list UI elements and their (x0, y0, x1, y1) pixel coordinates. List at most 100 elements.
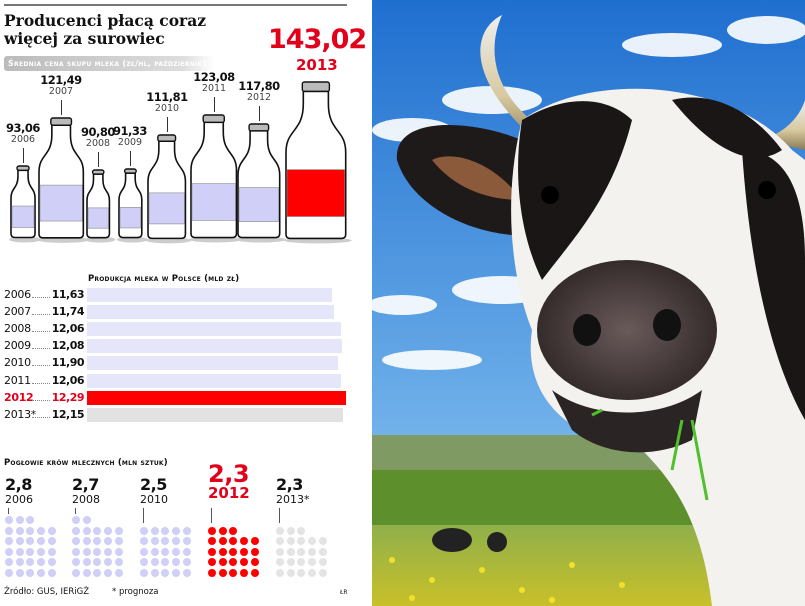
cows-group-2010: 2,5 2010 (140, 476, 168, 506)
cow-dot (93, 569, 102, 577)
cow-dot (72, 547, 80, 556)
cow-dot (229, 526, 238, 535)
cows-group-2006: 2,8 2006 (5, 476, 33, 506)
production-row: 2012 12,29 (4, 390, 364, 406)
cow-dot (82, 569, 91, 577)
cow-dot (318, 569, 327, 577)
cow-dot (47, 569, 56, 577)
cows-year: 2012 (208, 484, 250, 502)
arrow-line (214, 97, 215, 113)
cow-dot (229, 558, 238, 567)
cow-dot (72, 526, 80, 535)
bottle-value-label: 121,49 2007 (31, 74, 91, 98)
production-year: 2007 (4, 305, 31, 319)
cow-dot (218, 537, 227, 546)
cows-year: 2006 (5, 493, 33, 506)
cow-dot (250, 558, 259, 567)
production-value: 12,29 (49, 390, 85, 404)
cow-dot (5, 547, 13, 556)
cow-dot (37, 569, 46, 577)
cow-dot (26, 547, 35, 556)
cow-dot (104, 569, 113, 577)
highlight-year: 2013 (296, 56, 338, 74)
production-row: 2011 12,06 (4, 373, 364, 389)
cow-dot (297, 547, 306, 556)
cow-dot (26, 558, 35, 567)
arrow-line (143, 508, 144, 523)
cow-dot (286, 547, 295, 556)
cow-dot (47, 547, 56, 556)
cow-dot (182, 569, 191, 577)
price-value: 93,06 (6, 121, 40, 136)
cow-dot (208, 537, 216, 546)
cow-dot (286, 569, 295, 577)
cow-dot (318, 547, 327, 556)
cow-dot (140, 526, 148, 535)
production-bar (87, 339, 342, 354)
cow-dot (172, 569, 181, 577)
price-value: 91,33 (113, 124, 147, 139)
bottle-value-label: 117,80 2012 (229, 80, 289, 104)
milk-bottle-2006 (8, 165, 42, 243)
production-bar (87, 390, 346, 405)
milk-bottle-2009 (116, 168, 148, 243)
price-year: 2008 (85, 138, 111, 150)
cow-dot (104, 547, 113, 556)
cow-photo (372, 0, 805, 606)
arrow-line (130, 151, 131, 167)
cow-dot (114, 537, 123, 546)
bottle-value-label: 91,33 2009 (100, 125, 160, 149)
cows-year: 2008 (72, 493, 100, 506)
cow-dot (308, 558, 317, 567)
cow-dot (297, 537, 306, 546)
cow-dot (47, 537, 56, 546)
cow-dot (218, 558, 227, 567)
cow-dot (37, 537, 46, 546)
cow-dot (286, 537, 295, 546)
milk-bottle-2012 (236, 123, 286, 243)
cow-dot (172, 537, 181, 546)
cow-dot (240, 569, 249, 577)
production-bar (87, 322, 342, 337)
cows-value: 2,8 (5, 475, 32, 494)
cow-dot (161, 526, 170, 535)
cow-dot (26, 537, 35, 546)
price-value: 90,80 (81, 125, 115, 140)
cow-dot (172, 526, 181, 535)
production-value: 12,06 (49, 373, 85, 387)
production-row: 2009 12,08 (4, 338, 364, 354)
cow-dot (93, 526, 102, 535)
bottle-value-label: 93,06 2006 (0, 122, 53, 146)
cow-dot (82, 516, 91, 524)
production-bar (87, 288, 333, 302)
cow-dot (82, 537, 91, 546)
cow-dot (240, 558, 249, 567)
price-year: 2011 (201, 83, 227, 95)
production-value: 12,15 (49, 407, 85, 421)
cow-dot (114, 547, 123, 556)
production-year: 2013* (4, 407, 36, 421)
production-year: 2008 (4, 322, 31, 336)
production-value: 11,63 (49, 288, 85, 301)
production-bar (87, 305, 335, 320)
source-note: Źródło: GUS, IERiGŻ (4, 587, 90, 597)
production-row: 2013* 12,15 (4, 407, 364, 423)
cows-year: 2010 (140, 493, 168, 506)
cow-dot (276, 537, 284, 546)
cow-dot (182, 547, 191, 556)
cow-dot (15, 516, 24, 524)
cow-dot (5, 569, 13, 577)
cow-dot (172, 558, 181, 567)
cows-chart-title: Pogłowie krów mlecznych (mln sztuk) (4, 458, 168, 468)
cow-dot (161, 537, 170, 546)
cow-dot (37, 547, 46, 556)
cow-dot (276, 547, 284, 556)
page-title: Producenci płacą coraz więcej za surowie… (4, 11, 207, 48)
cow-dot (218, 526, 227, 535)
cow-dot (208, 547, 216, 556)
cow-dot (82, 558, 91, 567)
cow-dot (208, 569, 216, 577)
cow-dot (104, 558, 113, 567)
bottle-label-fill (148, 192, 185, 224)
cows-value: 2,7 (72, 475, 99, 494)
